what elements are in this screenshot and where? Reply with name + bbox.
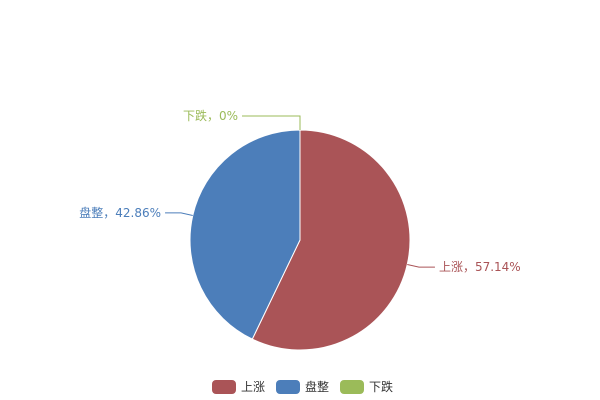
- legend-label-2: 下跌: [369, 379, 393, 394]
- leader-line-0: [407, 263, 435, 268]
- legend-swatch-0: [212, 380, 236, 394]
- legend-item-2[interactable]: 下跌: [340, 379, 393, 394]
- pie-slices: [189, 129, 411, 351]
- slice-label-2: 下跌，0%: [183, 108, 238, 123]
- slice-labels: 上涨，57.14% 盘整，42.86% 下跌，0%: [79, 108, 520, 274]
- pie-slice-1[interactable]: [189, 129, 301, 340]
- leader-line-1: [165, 212, 193, 217]
- legend-swatch-2: [340, 380, 364, 394]
- slice-label-0: 上涨，57.14%: [439, 259, 521, 274]
- legend-item-0[interactable]: 上涨: [212, 379, 265, 394]
- legend-swatch-1: [276, 380, 300, 394]
- slice-label-1: 盘整，42.86%: [79, 205, 161, 220]
- legend-item-1[interactable]: 盘整: [276, 379, 329, 394]
- legend-label-0: 上涨: [241, 379, 265, 394]
- legend-label-1: 盘整: [305, 379, 329, 394]
- leader-line-2: [242, 115, 301, 130]
- legend: 上涨 盘整 下跌: [212, 379, 393, 394]
